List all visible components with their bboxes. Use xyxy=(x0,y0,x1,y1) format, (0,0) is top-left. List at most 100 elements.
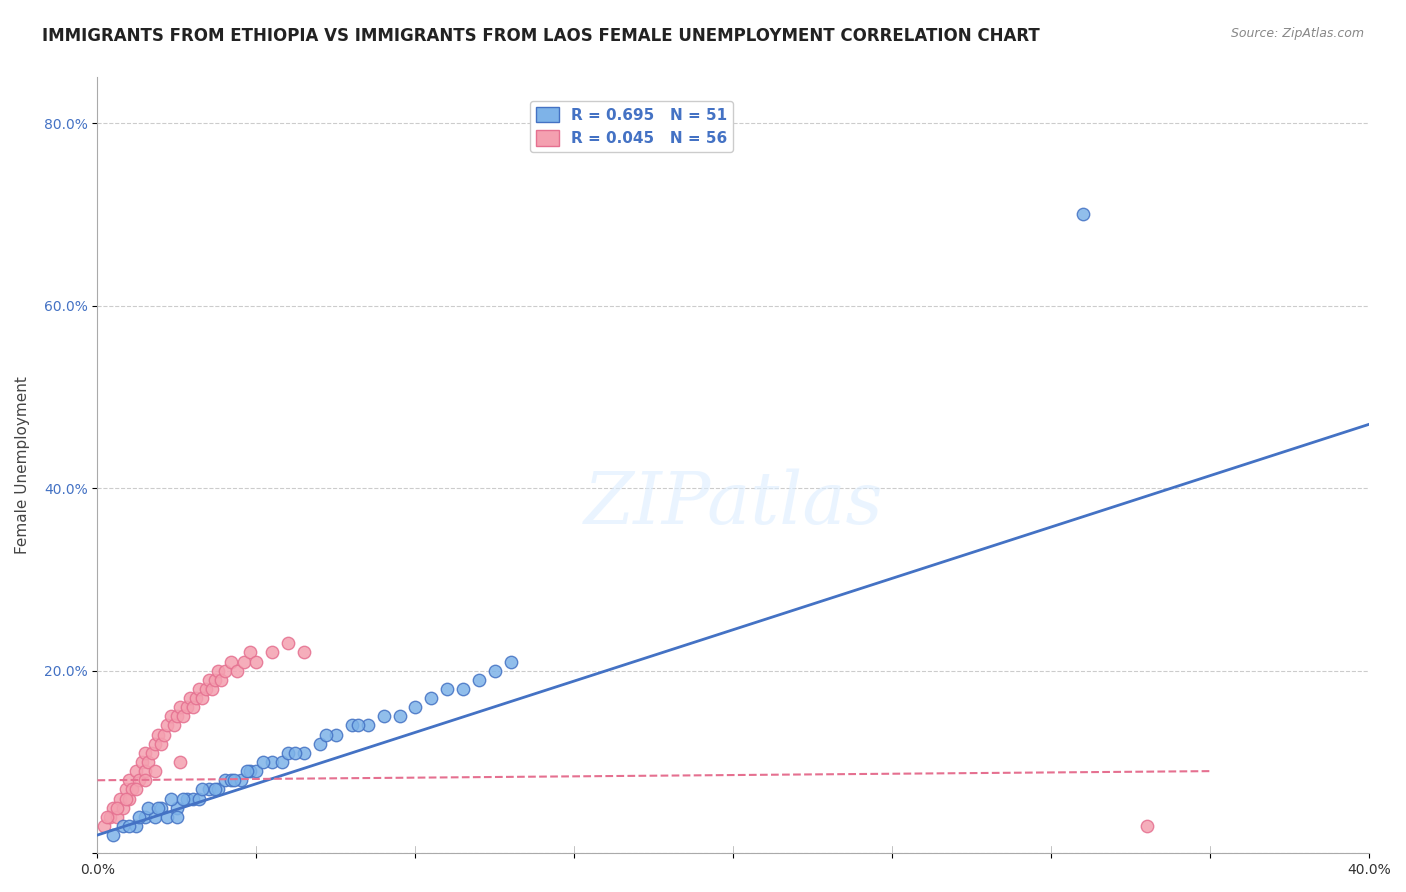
Point xyxy=(188,791,211,805)
Point xyxy=(163,718,186,732)
Point xyxy=(226,664,249,678)
Point xyxy=(131,755,153,769)
Text: Source: ZipAtlas.com: Source: ZipAtlas.com xyxy=(1230,27,1364,40)
Point xyxy=(277,746,299,760)
Point xyxy=(103,800,125,814)
Point xyxy=(207,782,229,797)
Point xyxy=(340,718,363,732)
Point xyxy=(284,746,307,760)
Point xyxy=(159,791,181,805)
Point xyxy=(118,819,141,833)
Point xyxy=(420,691,443,706)
Point xyxy=(197,782,219,797)
Point xyxy=(262,645,284,659)
Y-axis label: Female Unemployment: Female Unemployment xyxy=(15,376,30,554)
Point xyxy=(451,681,474,696)
Point xyxy=(239,764,262,778)
Text: ZIPatlas: ZIPatlas xyxy=(583,469,883,540)
Point xyxy=(292,746,315,760)
Point xyxy=(224,773,246,788)
Point xyxy=(325,728,347,742)
Point xyxy=(146,800,169,814)
Point xyxy=(245,655,267,669)
Point xyxy=(245,764,267,778)
Point xyxy=(103,828,125,842)
Point xyxy=(128,810,150,824)
Point xyxy=(219,773,242,788)
Point xyxy=(138,755,160,769)
Point xyxy=(204,673,226,687)
Point xyxy=(484,664,506,678)
Point xyxy=(292,645,315,659)
Point xyxy=(181,791,204,805)
Point xyxy=(347,718,370,732)
Point xyxy=(159,709,181,723)
Point xyxy=(277,636,299,650)
Point xyxy=(121,782,143,797)
Point xyxy=(150,737,173,751)
Point xyxy=(105,800,128,814)
Legend: R = 0.695   N = 51, R = 0.045   N = 56: R = 0.695 N = 51, R = 0.045 N = 56 xyxy=(530,101,734,153)
Point xyxy=(176,700,198,714)
Point xyxy=(166,709,188,723)
Point xyxy=(214,664,236,678)
Point xyxy=(219,655,242,669)
Point xyxy=(124,764,146,778)
Point xyxy=(141,746,163,760)
Point xyxy=(166,810,188,824)
Point xyxy=(143,764,166,778)
Point xyxy=(115,791,138,805)
Point xyxy=(214,773,236,788)
Point xyxy=(270,755,292,769)
Point xyxy=(181,700,204,714)
Point xyxy=(191,782,214,797)
Point xyxy=(357,718,380,732)
Point xyxy=(108,791,131,805)
Point xyxy=(468,673,491,687)
Text: IMMIGRANTS FROM ETHIOPIA VS IMMIGRANTS FROM LAOS FEMALE UNEMPLOYMENT CORRELATION: IMMIGRANTS FROM ETHIOPIA VS IMMIGRANTS F… xyxy=(42,27,1040,45)
Point xyxy=(146,728,169,742)
Point xyxy=(436,681,458,696)
Point xyxy=(156,718,179,732)
Point xyxy=(118,773,141,788)
Point xyxy=(207,664,229,678)
Point xyxy=(184,691,207,706)
Point xyxy=(111,800,134,814)
Point xyxy=(96,810,118,824)
Point xyxy=(404,700,426,714)
Point xyxy=(143,810,166,824)
Point xyxy=(93,819,115,833)
Point xyxy=(1135,819,1157,833)
Point xyxy=(128,773,150,788)
Point xyxy=(176,791,198,805)
Point xyxy=(124,782,146,797)
Point xyxy=(118,791,141,805)
Point xyxy=(166,800,188,814)
Point xyxy=(388,709,411,723)
Point xyxy=(115,782,138,797)
Point xyxy=(134,764,156,778)
Point xyxy=(172,709,194,723)
Point xyxy=(211,673,233,687)
Point xyxy=(134,773,156,788)
Point xyxy=(204,782,226,797)
Point xyxy=(156,810,179,824)
Point xyxy=(150,800,173,814)
Point xyxy=(134,810,156,824)
Point xyxy=(239,645,262,659)
Point xyxy=(143,737,166,751)
Point xyxy=(172,791,194,805)
Point xyxy=(111,819,134,833)
Point xyxy=(499,655,522,669)
Point xyxy=(105,810,128,824)
Point xyxy=(169,700,191,714)
Point xyxy=(309,737,332,751)
Point xyxy=(197,673,219,687)
Point xyxy=(169,755,191,769)
Point xyxy=(98,810,121,824)
Point xyxy=(134,746,156,760)
Point xyxy=(191,691,214,706)
Point xyxy=(201,681,224,696)
Point xyxy=(252,755,274,769)
Point xyxy=(138,800,160,814)
